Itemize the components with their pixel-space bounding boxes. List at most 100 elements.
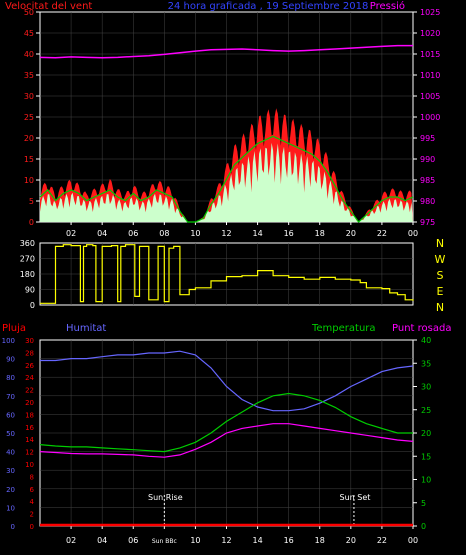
wind-tick-label: 40: [24, 50, 34, 59]
temperature-tick-label: 15: [421, 452, 431, 461]
temp-xtick-label: 06: [128, 536, 138, 545]
temperature-label: Temperatura: [311, 323, 376, 334]
rain-tick-label: 24: [25, 374, 34, 382]
temp-xtick-label: 20: [346, 536, 356, 545]
pressure-tick-label: 1020: [420, 29, 440, 38]
humidity-tick-label: 30: [6, 467, 15, 475]
pressure-tick-label: 1025: [420, 8, 440, 17]
temp-xtick-label: 10: [190, 536, 200, 545]
temp-xtick-label: 04: [97, 536, 107, 545]
compass-label: W: [435, 253, 446, 266]
direction-tick-label: 90: [25, 286, 35, 295]
direction-line: [40, 244, 414, 304]
temp-xtick-label: 00: [408, 536, 418, 545]
wind-tick-label: 15: [24, 155, 34, 164]
temp-xtick-label: Sun BBc: [152, 538, 177, 545]
temp-xtick-label: 12: [221, 536, 231, 545]
humidity-tick-label: 20: [6, 486, 15, 494]
humidity-tick-label: 50: [6, 430, 15, 438]
pressure-tick-label: 1000: [420, 113, 440, 122]
dewpoint-label: Punt rosada: [392, 323, 451, 334]
humidity-tick-label: 70: [6, 393, 15, 401]
rain-label: Pluja: [2, 323, 26, 334]
rain-tick-label: 16: [25, 424, 34, 432]
rain-tick-label: 22: [25, 387, 34, 395]
temperature-tick-label: 10: [421, 476, 431, 485]
rain-tick-label: 30: [25, 337, 34, 345]
humidity-line: [40, 350, 414, 412]
humidity-tick-label: 60: [6, 411, 15, 419]
wind-xtick-label: 22: [377, 229, 387, 238]
wind-tick-label: 0: [29, 218, 34, 227]
direction-tick-label: 360: [20, 239, 35, 248]
temperature-line: [39, 392, 413, 453]
rain-tick-label: 14: [25, 436, 34, 444]
rain-tick-label: 20: [25, 399, 34, 407]
wind-xtick-label: 18: [315, 229, 325, 238]
wind-xtick-label: 06: [128, 229, 138, 238]
wind-tick-label: 45: [24, 29, 34, 38]
wind-axis-title: Velocitat del vent: [5, 1, 92, 12]
pressure-tick-label: 1010: [420, 71, 440, 80]
wind-tick-label: 25: [24, 113, 34, 122]
rain-tick-label: 8: [30, 473, 34, 481]
wind-xtick-label: 04: [97, 229, 107, 238]
wind-xtick-label: 14: [252, 229, 262, 238]
temperature-tick-label: 20: [421, 429, 431, 438]
pressure-tick-label: 990: [420, 155, 435, 164]
wind-xtick-label: 10: [190, 229, 200, 238]
humidity-tick-label: 90: [6, 356, 15, 364]
compass-label: S: [437, 269, 444, 282]
wind-low-area: [40, 142, 413, 222]
wind-xtick-label: 12: [221, 229, 231, 238]
pressure-tick-label: 975: [420, 218, 435, 227]
humidity-tick-label: 10: [6, 504, 15, 512]
wind-xtick-label: 20: [346, 229, 356, 238]
rain-tick-label: 6: [30, 486, 35, 494]
wind-tick-label: 30: [24, 92, 34, 101]
rain-tick-label: 0: [30, 523, 34, 531]
rain-tick-label: 2: [30, 511, 34, 519]
temperature-tick-label: 30: [421, 383, 431, 392]
rain-tick-label: 26: [25, 362, 34, 370]
temp-xtick-label: 22: [377, 536, 387, 545]
dewpoint-line: [39, 423, 414, 458]
temperature-tick-label: 0: [421, 522, 426, 531]
rain-tick-label: 18: [25, 411, 34, 419]
temp-xtick-label: 16: [284, 536, 294, 545]
pressure-line: [39, 44, 413, 59]
wind-tick-label: 10: [24, 176, 34, 185]
humidity-tick-label: 0: [11, 523, 15, 531]
rain-tick-label: 4: [30, 498, 35, 506]
sun-marker-label: Sun Rise: [148, 493, 183, 502]
rain-tick-label: 10: [25, 461, 34, 469]
temp-xtick-label: 18: [315, 536, 325, 545]
wind-xtick-label: 02: [66, 229, 76, 238]
temperature-tick-label: 25: [421, 406, 431, 415]
compass-label: E: [437, 285, 444, 298]
pressure-tick-label: 1005: [420, 92, 440, 101]
wind-tick-label: 20: [24, 134, 34, 143]
humidity-label: Humitat: [66, 323, 106, 334]
wind-tick-label: 35: [24, 71, 34, 80]
wind-tick-label: 5: [29, 197, 34, 206]
pressure-tick-label: 985: [420, 176, 435, 185]
humidity-tick-label: 100: [2, 337, 15, 345]
sun-marker-label: Sun Set: [339, 493, 370, 502]
pressure-axis-title: Pressió: [370, 0, 405, 12]
rain-tick-label: 12: [25, 449, 34, 457]
temp-xtick-label: 14: [252, 536, 262, 545]
rain-tick-label: 28: [25, 349, 34, 357]
wind-mean-line: [39, 135, 414, 223]
direction-tick-label: 0: [30, 301, 35, 310]
wind-xtick-label: 00: [408, 229, 418, 238]
direction-tick-label: 270: [20, 255, 35, 264]
temperature-tick-label: 35: [421, 359, 431, 368]
compass-label: N: [436, 237, 444, 250]
humidity-tick-label: 40: [6, 449, 15, 457]
compass-label: N: [436, 301, 444, 314]
temp-xtick-label: 02: [66, 536, 76, 545]
wind-xtick-label: 08: [159, 229, 169, 238]
humidity-tick-label: 80: [6, 374, 15, 382]
